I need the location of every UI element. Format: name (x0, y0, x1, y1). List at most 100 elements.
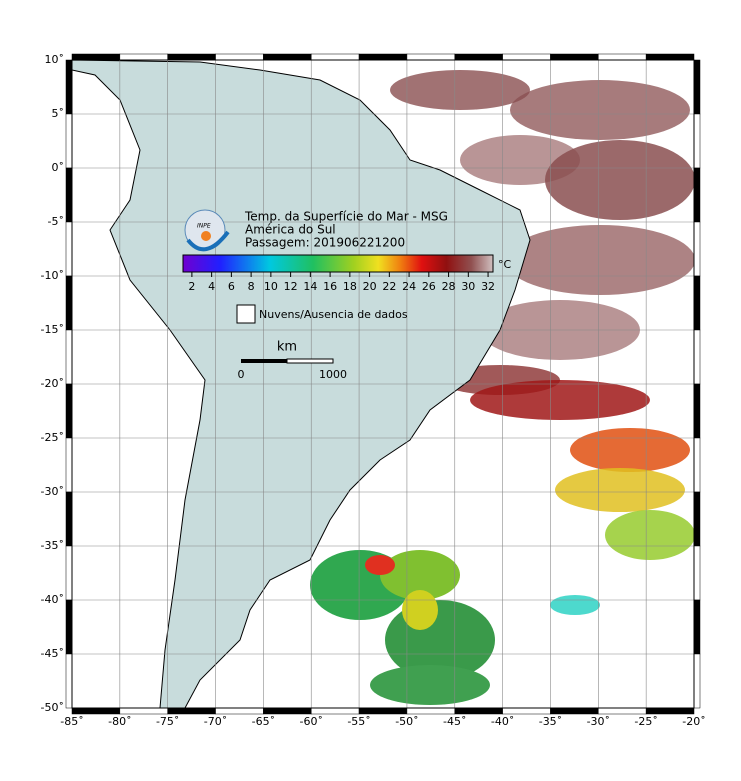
border-segment (167, 53, 216, 61)
border-segment (65, 221, 73, 277)
x-tick-label: -45˚ (443, 715, 466, 728)
y-tick-label: 10˚ (45, 53, 65, 66)
pass: Passagem: 201906221200 (245, 236, 405, 250)
logo: INPE (184, 209, 230, 252)
border-segment (65, 545, 73, 601)
y-tick-label: -50˚ (41, 701, 64, 714)
border-segment (215, 53, 264, 61)
border-segment (65, 599, 73, 655)
border-segment (693, 167, 701, 223)
y-tick-label: -10˚ (41, 269, 64, 282)
colorbar-tick-label: 18 (343, 280, 357, 293)
x-tick-label: -20˚ (682, 715, 705, 728)
colorbar-tick-label: 26 (422, 280, 436, 293)
border-segment (71, 53, 121, 61)
scale-label: 0 (238, 368, 245, 381)
colorbar-tick-label: 30 (461, 280, 475, 293)
x-tick-label: -85˚ (60, 715, 83, 728)
border-segment (693, 113, 701, 169)
colorbar-tick-label: 24 (402, 280, 416, 293)
border-segment (65, 383, 73, 439)
colorbar-tick-label: 10 (264, 280, 278, 293)
colorbar-tick-label: 20 (363, 280, 377, 293)
colorbar-tick-label: 12 (284, 280, 298, 293)
colorbar-tick-label: 8 (248, 280, 255, 293)
border-segment (406, 707, 456, 715)
y-tick-label: -40˚ (41, 593, 64, 606)
x-tick-label: -30˚ (587, 715, 610, 728)
border-segment (65, 113, 73, 169)
border-segment (215, 707, 264, 715)
y-tick-label: -35˚ (41, 539, 64, 552)
y-tick-label: 0˚ (52, 161, 65, 174)
colorbar-tick-label: 14 (303, 280, 317, 293)
border-segment (65, 437, 73, 493)
border-segment (693, 275, 701, 331)
border-segment (65, 275, 73, 331)
border-segment (693, 653, 701, 709)
colorbar-unit: °C (498, 258, 512, 271)
x-tick-label: -55˚ (347, 715, 370, 728)
x-tick-label: -35˚ (539, 715, 562, 728)
region: América do Sul (245, 223, 336, 237)
border-segment (693, 59, 701, 115)
grid (72, 60, 694, 708)
border-segment (65, 59, 73, 115)
y-tick-label: -30˚ (41, 485, 64, 498)
colorbar-tick-label: 2 (188, 280, 195, 293)
colorbar-ticks: 2 4 6 8 10 12 14 16 18 20 22 24 26 28 30 32 (188, 272, 495, 293)
sst-patches (310, 70, 694, 705)
y-tick-label: -5˚ (48, 215, 64, 228)
border-segment (310, 53, 360, 61)
border-segment (71, 707, 121, 715)
border-segment (65, 491, 73, 547)
border-segment (645, 53, 695, 61)
legend-label: Nuvens/Ausencia de dados (259, 308, 408, 321)
border-segment (693, 545, 701, 601)
border-segment (263, 707, 312, 715)
x-tick-label: -50˚ (395, 715, 418, 728)
border-segment (502, 53, 551, 61)
border-segment (598, 707, 647, 715)
colorbar (182, 254, 494, 273)
title: Temp. da Superfície do Mar - MSG (244, 210, 448, 224)
colorbar-tick-label: 16 (323, 280, 337, 293)
frame-border (65, 53, 701, 715)
legend-swatch (236, 304, 256, 324)
border-segment (406, 53, 456, 61)
scale-label: 1000 (319, 368, 347, 381)
border-segment (167, 707, 216, 715)
map-area (72, 60, 694, 708)
border-segment (263, 53, 312, 61)
border-segment (454, 707, 503, 715)
border-segment (693, 329, 701, 385)
border-segment (693, 599, 701, 655)
x-tick-label: -65˚ (252, 715, 275, 728)
x-tick-label: -40˚ (491, 715, 514, 728)
border-segment (65, 167, 73, 223)
border-segment (502, 707, 551, 715)
y-tick-label: -20˚ (41, 377, 64, 390)
colorbar-tick-label: 6 (228, 280, 235, 293)
border-segment (693, 221, 701, 277)
logo-text: INPE (197, 223, 211, 230)
border-segment (598, 53, 647, 61)
border-segment (693, 383, 701, 439)
border-segment (65, 653, 73, 709)
scale-unit: km (277, 340, 297, 355)
y-tick-label: -45˚ (41, 647, 64, 660)
colorbar-tick-label: 4 (208, 280, 215, 293)
border-segment (550, 53, 599, 61)
x-tick-label: -80˚ (108, 715, 131, 728)
axis-labels: -85˚ -80˚ -75˚ -70˚ -65˚ -60˚ -55˚ -50˚ -45˚ -40˚… (41, 53, 706, 728)
border-segment (119, 53, 168, 61)
colorbar-tick-label: 28 (442, 280, 456, 293)
x-tick-label: -60˚ (299, 715, 322, 728)
border-segment (310, 707, 360, 715)
x-tick-label: -70˚ (204, 715, 227, 728)
border-segment (358, 53, 408, 61)
border-segment (65, 329, 73, 385)
frame (71, 59, 695, 709)
border-segment (693, 437, 701, 493)
